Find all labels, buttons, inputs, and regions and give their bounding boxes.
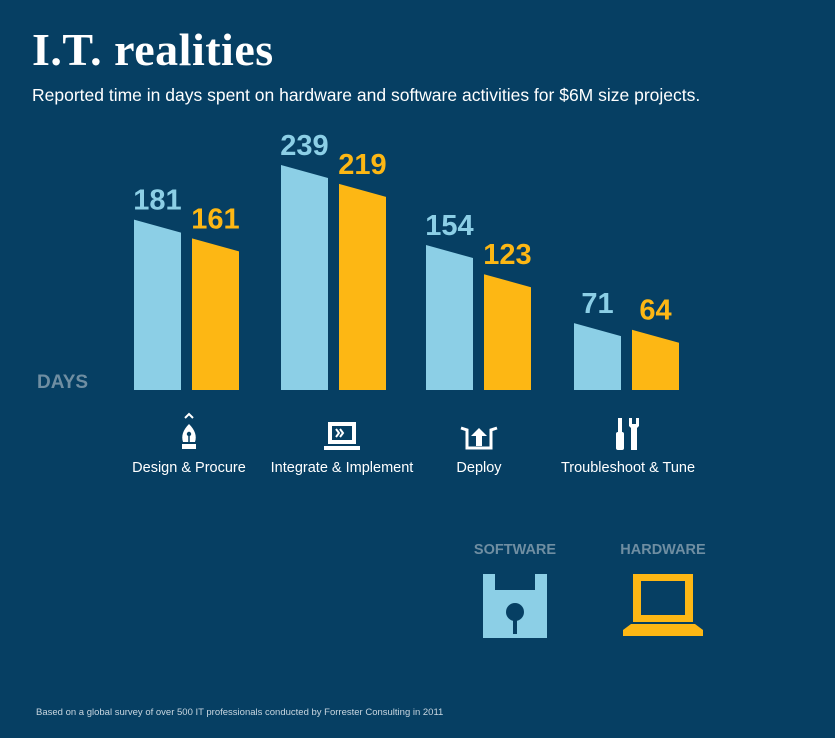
data-label-hardware-integrate-implement: 219 bbox=[338, 149, 386, 181]
monitor-icon bbox=[324, 422, 360, 450]
category-design-procure: Design & Procure bbox=[104, 408, 274, 476]
bar-hardware-design-procure bbox=[192, 238, 239, 390]
bar-software-troubleshoot-tune bbox=[574, 323, 621, 390]
category-integrate-implement: Integrate & Implement bbox=[257, 408, 427, 476]
pen-nib-icon bbox=[182, 412, 196, 449]
category-label: Deploy bbox=[456, 460, 502, 476]
bar-hardware-integrate-implement bbox=[339, 183, 386, 390]
data-label-hardware-deploy: 123 bbox=[483, 239, 531, 271]
legend-software-label: SOFTWARE bbox=[473, 542, 557, 558]
legend-software: SOFTWARE bbox=[450, 542, 580, 643]
data-label-hardware-design-procure: 161 bbox=[191, 203, 239, 235]
category-troubleshoot-tune: Troubleshoot & Tune bbox=[543, 408, 713, 476]
bar-software-design-procure bbox=[134, 219, 181, 390]
tools-icon bbox=[616, 418, 639, 450]
data-label-software-integrate-implement: 239 bbox=[280, 130, 328, 162]
bar-software-integrate-implement bbox=[281, 165, 328, 390]
category-label: Design & Procure bbox=[132, 460, 246, 476]
bar-hardware-deploy bbox=[484, 274, 531, 390]
floppy-disk-icon bbox=[483, 574, 547, 638]
y-axis-unit-label: DAYS bbox=[37, 372, 89, 393]
bar-chart: 181 239 154 71 161 219 123 64 bbox=[133, 130, 679, 390]
laptop-icon bbox=[623, 574, 703, 636]
bar-hardware-troubleshoot-tune bbox=[632, 329, 679, 390]
data-label-software-troubleshoot-tune: 71 bbox=[581, 288, 613, 320]
category-label: Troubleshoot & Tune bbox=[560, 460, 696, 476]
data-label-hardware-troubleshoot-tune: 64 bbox=[639, 295, 671, 327]
deploy-upload-icon bbox=[460, 426, 498, 450]
category-deploy: Deploy bbox=[394, 408, 564, 476]
data-label-software-deploy: 154 bbox=[425, 210, 473, 242]
footnote: Based on a global survey of over 500 IT … bbox=[36, 707, 444, 718]
page-subtitle: Reported time in days spent on hardware … bbox=[32, 85, 701, 105]
bar-software-deploy bbox=[426, 245, 473, 390]
legend-hardware: HARDWARE bbox=[598, 542, 728, 645]
data-label-software-design-procure: 181 bbox=[133, 185, 181, 217]
legend-hardware-label: HARDWARE bbox=[620, 542, 706, 558]
page-title: I.T. realities bbox=[32, 24, 274, 75]
category-label: Integrate & Implement bbox=[270, 460, 414, 476]
